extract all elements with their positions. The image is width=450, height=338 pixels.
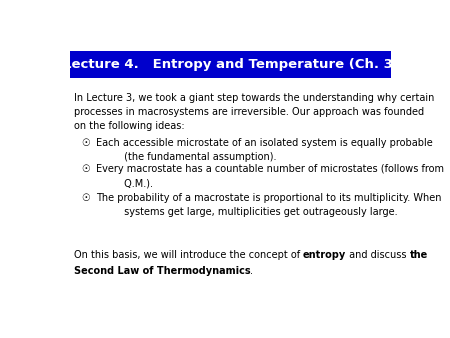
Text: ☉: ☉ — [81, 138, 90, 148]
Text: Lecture 4.   Entropy and Temperature (Ch. 3): Lecture 4. Entropy and Temperature (Ch. … — [63, 58, 399, 71]
Text: Each accessible microstate of an isolated system is equally probable
         (t: Each accessible microstate of an isolate… — [96, 138, 433, 162]
Text: On this basis, we will introduce the concept of: On this basis, we will introduce the con… — [74, 250, 303, 260]
Text: the: the — [410, 250, 428, 260]
FancyBboxPatch shape — [70, 51, 391, 78]
Text: ☉: ☉ — [81, 193, 90, 203]
Text: entropy: entropy — [303, 250, 346, 260]
Text: The probability of a macrostate is proportional to its multiplicity. When
      : The probability of a macrostate is propo… — [96, 193, 442, 217]
Text: .: . — [250, 266, 253, 276]
Text: and discuss: and discuss — [346, 250, 410, 260]
Text: In Lecture 3, we took a giant step towards the understanding why certain
process: In Lecture 3, we took a giant step towar… — [74, 93, 434, 130]
Text: ☉: ☉ — [81, 164, 90, 174]
Text: Every macrostate has a countable number of microstates (follows from
         Q.: Every macrostate has a countable number … — [96, 164, 444, 188]
Text: Second Law of Thermodynamics: Second Law of Thermodynamics — [74, 266, 250, 276]
